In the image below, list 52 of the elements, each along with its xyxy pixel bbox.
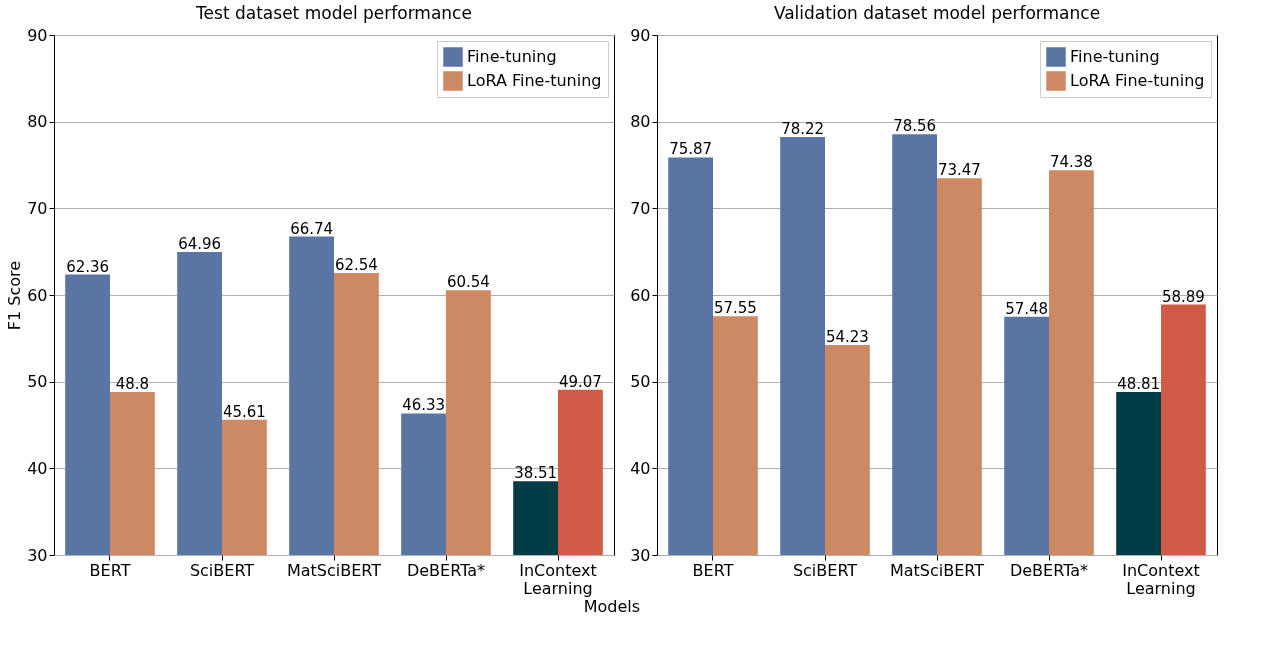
y-tick-label: 40 [27,458,48,478]
data-label: 78.56 [893,117,937,136]
y-tick-label: 60 [27,285,48,305]
x-tick-label: InContext Learning [1122,560,1200,598]
y-tick-label: 90 [27,25,48,45]
y-tick-label: 80 [630,112,651,132]
legend-label: LoRA Fine-tuning [467,71,602,90]
data-label: 45.61 [222,402,266,421]
data-label: 75.87 [669,140,713,159]
data-label: 64.96 [178,235,222,254]
data-label: 49.07 [558,372,602,391]
x-axis-title: Models [583,596,641,616]
data-label: 54.23 [825,328,869,347]
y-tick-label: 30 [630,545,651,565]
data-label: 60.54 [446,273,490,292]
legend-label: LoRA Fine-tuning [1070,71,1205,90]
x-tick-label: InContext Learning [519,560,597,598]
y-tick-label: 50 [27,372,48,392]
x-tick-label: BERT [692,560,734,580]
data-label: 62.54 [334,255,378,274]
x-tick-label: DeBERTa* [1009,560,1089,580]
y-tick-label: 30 [27,545,48,565]
y-tick-label: 80 [27,112,48,132]
data-label: 62.36 [66,257,110,276]
legend-label: Fine-tuning [1070,47,1160,66]
chart-title: Validation dataset model performance [773,3,1101,23]
data-label: 46.33 [402,396,446,415]
x-tick-label: DeBERTa* [406,560,486,580]
chart-title: Test dataset model performance [195,3,472,23]
x-tick-label: MatSciBERT [889,560,985,580]
y-axis-title: F1 Score [5,260,25,331]
x-tick-label: SciBERT [792,560,858,580]
y-tick-label: 60 [630,285,651,305]
x-tick-label: BERT [89,560,131,580]
data-label: 74.38 [1049,153,1093,172]
x-tick-label: SciBERT [189,560,255,580]
data-label: 57.55 [713,299,757,318]
data-label: 73.47 [937,161,981,180]
data-label: 66.74 [290,219,334,238]
y-tick-label: 50 [630,372,651,392]
y-tick-label: 70 [630,198,651,218]
data-label: 48.8 [115,375,150,394]
data-label: 78.22 [781,120,825,139]
data-label: 58.89 [1161,287,1205,306]
y-tick-label: 40 [630,458,651,478]
y-tick-label: 90 [630,25,651,45]
legend-label: Fine-tuning [467,47,557,66]
data-label: 38.51 [514,464,558,483]
y-tick-label: 70 [27,198,48,218]
x-tick-label: MatSciBERT [286,560,382,580]
data-label: 57.48 [1005,299,1049,318]
data-label: 48.81 [1117,374,1161,393]
